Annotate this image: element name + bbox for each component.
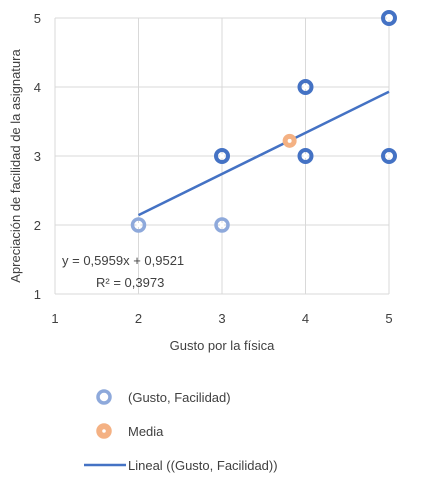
- data-point-center: [220, 223, 224, 227]
- y-axis-title: Apreciación de facilidad de la asignatur…: [8, 49, 23, 283]
- legend-entry-media: Media: [96, 423, 164, 439]
- data-point: [214, 148, 230, 164]
- x-tick-label: 4: [302, 311, 309, 326]
- legend-label-scatter: (Gusto, Facilidad): [128, 390, 231, 405]
- legend-entry-trendline: Lineal ((Gusto, Facilidad)): [84, 458, 278, 473]
- x-tick-label: 3: [218, 311, 225, 326]
- tick-labels: 1 2 3 4 5 1 2 3 4 5: [34, 11, 393, 326]
- data-point-center: [220, 154, 224, 158]
- trendline-r-squared: R² = 0,3973: [96, 275, 164, 290]
- data-point-center: [387, 16, 391, 20]
- data-point: [381, 148, 397, 164]
- data-point-center: [387, 154, 391, 158]
- legend: (Gusto, Facilidad) Media Lineal ((Gusto,…: [84, 389, 278, 473]
- y-tick-label: 3: [34, 149, 41, 164]
- y-tick-label: 5: [34, 11, 41, 26]
- legend-entry-scatter: (Gusto, Facilidad): [96, 389, 231, 405]
- data-point: [297, 79, 314, 95]
- trendline-equation: y = 0,5959x + 0,9521: [62, 253, 184, 268]
- x-tick-label: 2: [135, 311, 142, 326]
- data-point: [297, 148, 314, 164]
- data-point: [214, 217, 230, 233]
- y-tick-label: 1: [34, 287, 41, 302]
- legend-marker-center: [102, 395, 106, 399]
- x-axis-title: Gusto por la física: [170, 338, 276, 353]
- x-tick-label: 1: [51, 311, 58, 326]
- data-point-center: [303, 154, 308, 158]
- legend-marker-scatter: [96, 389, 112, 405]
- y-tick-label: 4: [34, 80, 41, 95]
- legend-label-trendline: Lineal ((Gusto, Facilidad)): [128, 458, 278, 473]
- mean-point-center: [287, 138, 292, 143]
- data-point: [381, 10, 397, 26]
- data-points: [130, 10, 397, 233]
- data-point-center: [303, 85, 308, 89]
- trendline: [137, 90, 390, 217]
- trendline-group: [137, 90, 390, 217]
- legend-marker-center: [102, 429, 106, 433]
- y-tick-label: 2: [34, 218, 41, 233]
- data-point-center: [136, 223, 141, 227]
- x-tick-label: 5: [385, 311, 392, 326]
- legend-label-media: Media: [128, 424, 164, 439]
- data-point: [130, 217, 147, 233]
